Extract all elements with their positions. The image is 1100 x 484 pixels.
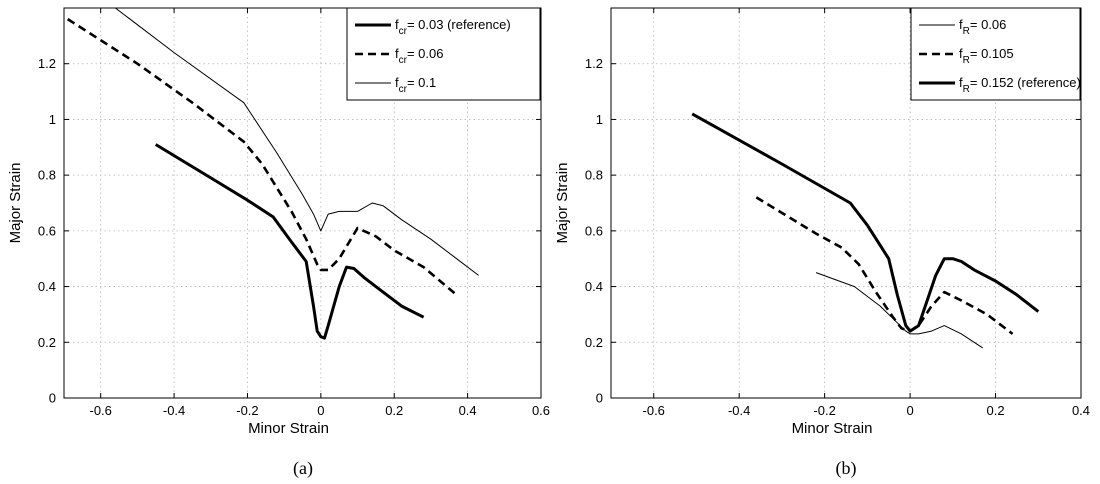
legend-entry-2: fcr= 0.1 [395, 75, 436, 95]
axes-frame [610, 7, 1082, 399]
series-group [66, 8, 479, 340]
y-tick-label: 0.4 [585, 279, 603, 294]
x-tick-label: 0.4 [1072, 403, 1090, 418]
x-tick-label: 0 [317, 403, 324, 418]
y-tick-label: 0.2 [585, 335, 603, 350]
legend-entry-2: fR= 0.152 (reference) [959, 75, 1081, 95]
series-group [691, 112, 1040, 349]
y-axis-label: Major Strain [554, 163, 571, 244]
x-tick-label: 0.6 [532, 403, 550, 418]
x-tick-label: 0.2 [987, 403, 1005, 418]
y-tick-label: 0.8 [585, 168, 603, 183]
x-axis-label: Minor Strain [792, 420, 873, 437]
legend-box [346, 7, 541, 101]
x-tick-label: -0.6 [89, 403, 111, 418]
y-tick-label: 0.2 [38, 335, 56, 350]
y-tick-label: 0.8 [38, 168, 56, 183]
y-tick-label: 0.6 [38, 223, 56, 238]
y-tick-label: 0.4 [38, 279, 56, 294]
legend-entry-1: fR= 0.105 [959, 46, 1014, 66]
x-tick-label: -0.4 [163, 403, 185, 418]
series-line-1 [755, 196, 1014, 335]
x-axis-label: Minor Strain [248, 420, 329, 437]
legend-entry-1: fcr= 0.06 [395, 46, 443, 66]
legend: fcr= 0.03 (reference) fcr= 0.06 fcr= 0.1 [346, 7, 541, 101]
y-axis-label: Major Strain [7, 163, 24, 244]
y-tick-label: 1 [596, 112, 603, 127]
x-tick-label: -0.2 [813, 403, 835, 418]
y-tick-label: 1.2 [585, 56, 603, 71]
y-tick-label: 1.2 [38, 56, 56, 71]
x-tick-label: -0.6 [643, 403, 665, 418]
x-tick-label: 0.2 [385, 403, 403, 418]
legend-entry-0: fcr= 0.03 (reference) [395, 17, 511, 37]
x-tick-label: -0.4 [728, 403, 750, 418]
x-tick-label: 0.4 [459, 403, 477, 418]
y-tick-label: 0 [596, 391, 603, 406]
x-tick-label: -0.2 [236, 403, 258, 418]
legend-entry-0: fR= 0.06 [959, 17, 1006, 37]
panel-caption: (a) [293, 458, 313, 479]
legend: fR= 0.06 fR= 0.105 fR= 0.152 (reference) [910, 7, 1081, 101]
y-tick-label: 0.6 [585, 223, 603, 238]
panel-caption: (b) [836, 458, 857, 479]
axes-frame [63, 7, 542, 399]
series-line-0 [154, 143, 425, 340]
y-tick-label: 0 [49, 391, 56, 406]
x-tick-label: 0 [906, 403, 913, 418]
series-line-2 [691, 112, 1040, 333]
y-tick-label: 1 [49, 112, 56, 127]
series-line-2 [115, 8, 479, 276]
chart-panel-a: -0.6 -0.4 -0.2 0 0.2 0.4 0.6 0 0.2 0.4 0.6 0.8 1 1.2 M… [7, 7, 550, 479]
series-line-1 [66, 18, 458, 296]
chart-panel-b: -0.6 -0.4 -0.2 0 0.2 0.4 0 0.2 0.4 0.6 0.8 1 1.2 Mino… [554, 7, 1090, 479]
series-line-0 [815, 272, 983, 349]
